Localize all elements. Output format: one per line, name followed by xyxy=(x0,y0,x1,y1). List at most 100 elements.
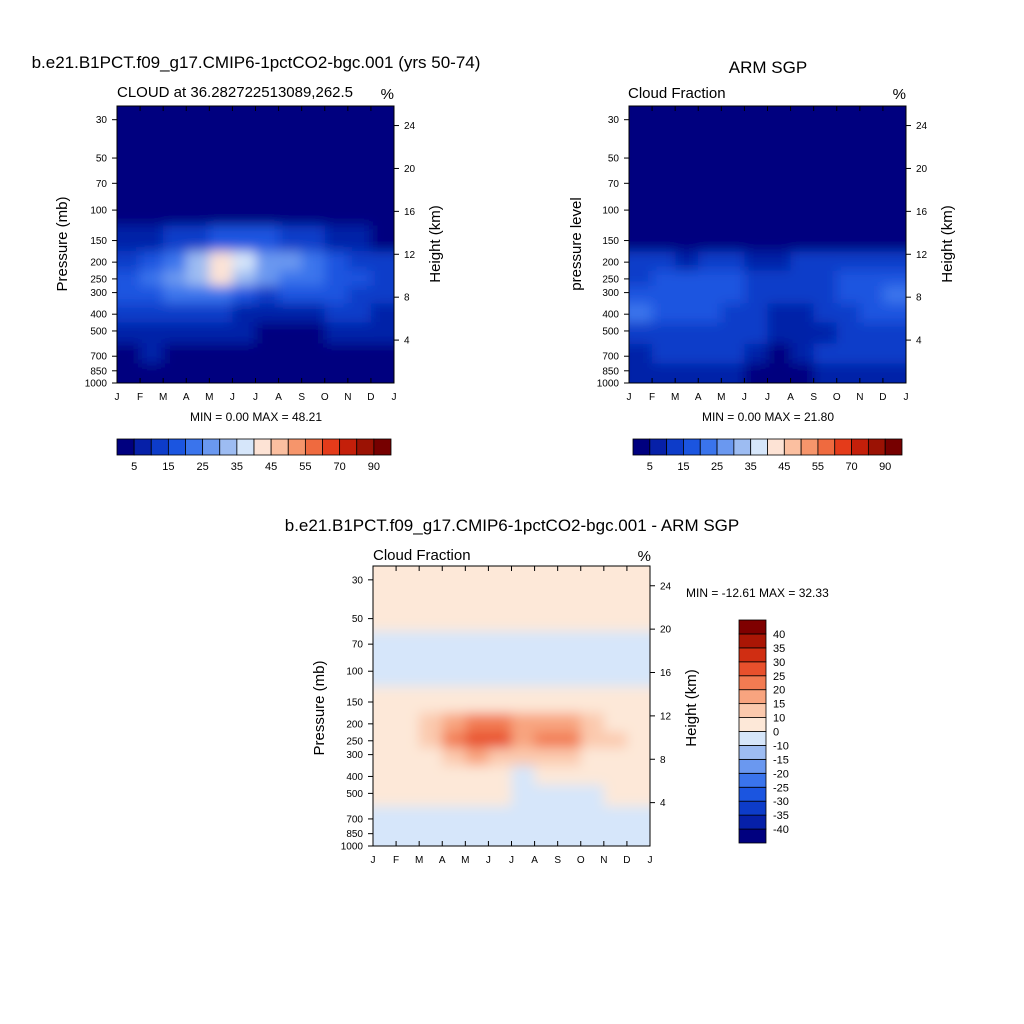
panel-2-ylabel: pressure level xyxy=(568,197,585,290)
heatmap-cell xyxy=(836,270,861,287)
heatmap-cell xyxy=(603,826,628,846)
heatmap-cell xyxy=(442,686,466,714)
panel-3-y2label: Height (km) xyxy=(683,669,700,747)
heatmap-cell xyxy=(629,138,653,172)
heatmap-cell xyxy=(209,343,233,365)
colorbar-label: -20 xyxy=(773,768,789,780)
colorbar-swatch xyxy=(716,438,735,456)
y-tick-label: 700 xyxy=(90,352,107,363)
x-tick-label: O xyxy=(577,855,585,866)
heatmap-cell xyxy=(626,732,650,749)
x-tick-label: J xyxy=(486,855,491,866)
heatmap-cell xyxy=(370,170,394,198)
heatmap-cell xyxy=(373,566,397,600)
x-tick-label: D xyxy=(367,392,374,403)
y-tick-label: 850 xyxy=(90,366,107,377)
y-tick-label: 1000 xyxy=(85,379,108,390)
y-tick-label: 500 xyxy=(602,326,619,337)
colorbar-swatch xyxy=(738,758,767,774)
y-tick-label: 30 xyxy=(352,575,364,586)
heatmap-cell xyxy=(534,826,559,846)
heatmap-cell xyxy=(117,285,141,304)
heatmap-cell xyxy=(882,196,906,226)
heatmap-cell xyxy=(882,106,906,140)
y-tick-label: 400 xyxy=(90,310,107,321)
heatmap-cell xyxy=(163,285,187,304)
colorbar-label: 25 xyxy=(773,671,785,683)
y-tick-label: 50 xyxy=(96,154,108,165)
x-tick-label: J xyxy=(765,392,770,403)
heatmap-cell xyxy=(163,138,187,172)
heatmap-cell xyxy=(580,765,605,786)
heatmap-cell xyxy=(373,631,397,659)
heatmap-cell xyxy=(117,106,141,140)
colorbar-swatch xyxy=(738,703,767,718)
panel-1-left-title: CLOUD at 36.282722513089,262.5 xyxy=(117,84,353,101)
colorbar-swatch xyxy=(851,438,869,456)
heatmap-cell xyxy=(324,196,349,226)
heatmap-cells xyxy=(117,106,394,383)
heatmap-cell xyxy=(186,322,210,345)
heatmap-cell xyxy=(603,566,628,600)
colorbar-swatch xyxy=(649,438,668,456)
y-tick-label: 100 xyxy=(602,206,619,217)
heatmap-cell xyxy=(442,732,466,749)
heatmap-cell xyxy=(370,270,394,287)
heatmap-cell xyxy=(396,566,420,600)
heatmap-cell xyxy=(255,225,280,252)
heatmap-cell xyxy=(767,270,792,287)
heatmap-cell xyxy=(534,712,559,733)
heatmap-cell xyxy=(882,270,906,287)
heatmap-cell xyxy=(465,712,489,733)
heatmap-cell xyxy=(813,343,838,365)
heatmap-cell xyxy=(626,784,650,807)
heatmap-cell xyxy=(813,170,838,198)
heatmap-cell xyxy=(209,285,233,304)
heatmap-cell xyxy=(580,631,605,659)
heatmap-cell xyxy=(117,322,141,345)
heatmap-cell xyxy=(301,322,326,345)
heatmap-cell xyxy=(511,712,536,733)
heatmap-cell xyxy=(580,686,605,714)
y-tick-label: 400 xyxy=(346,772,363,783)
heatmap-cell xyxy=(698,251,722,272)
colorbar-swatch xyxy=(834,438,852,456)
heatmap-cell xyxy=(744,106,768,140)
heatmap-cell xyxy=(675,303,699,324)
heatmap-cell xyxy=(347,343,372,365)
heatmap-cell xyxy=(511,566,536,600)
heatmap-cell xyxy=(301,303,326,324)
heatmap-cell xyxy=(882,225,906,252)
colorbar-label: 35 xyxy=(231,461,243,473)
x-tick-label: S xyxy=(810,392,817,403)
y-tick-label: 150 xyxy=(90,236,107,247)
colorbar-swatch xyxy=(133,438,152,456)
heatmap-cell xyxy=(698,285,722,304)
heatmap-cell xyxy=(721,251,745,272)
y-tick-label: 300 xyxy=(346,750,363,761)
heatmap-cell xyxy=(370,196,394,226)
colorbar-label: 15 xyxy=(773,699,785,711)
heatmap-cell xyxy=(488,566,512,600)
heatmap-cell xyxy=(442,747,466,767)
colorbar-swatch xyxy=(699,438,718,456)
heatmap-cell xyxy=(419,826,443,846)
heatmap-cell xyxy=(813,285,838,304)
heatmap-cell xyxy=(652,106,676,140)
heatmap-cell xyxy=(698,303,722,324)
x-tick-label: M xyxy=(461,855,469,866)
heatmap-cell xyxy=(580,566,605,600)
heatmap-cell xyxy=(744,225,768,252)
colorbar-label: 30 xyxy=(773,657,785,669)
heatmap-cell xyxy=(232,270,256,287)
heatmap-cell xyxy=(117,251,141,272)
heatmap-cell xyxy=(698,196,722,226)
heatmap-cell xyxy=(163,106,187,140)
heatmap-cell xyxy=(675,285,699,304)
heatmap-cell xyxy=(396,784,420,807)
heatmap-cell xyxy=(324,322,349,345)
heatmap-cell xyxy=(580,747,605,767)
heatmap-cell xyxy=(232,170,256,198)
heatmap-cell xyxy=(721,343,745,365)
heatmap-cell xyxy=(347,138,372,172)
